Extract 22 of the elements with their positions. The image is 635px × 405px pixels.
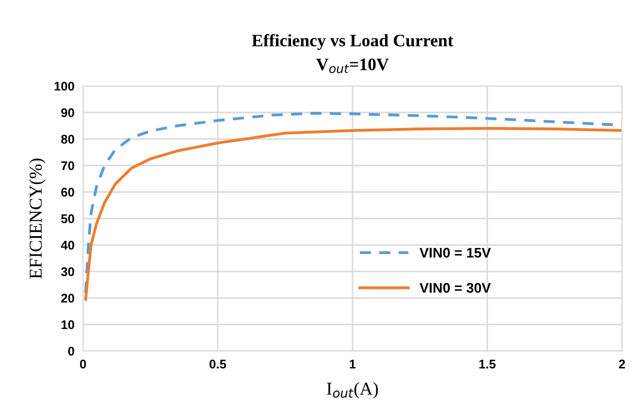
- y-tick-label: 90: [61, 108, 74, 118]
- y-tick-label: 50: [61, 214, 74, 224]
- legend-label: VIN0 = 15V: [420, 248, 491, 258]
- legend-label: VIN0 = 30V: [420, 282, 491, 293]
- x-tick-label: 0.5: [210, 360, 226, 369]
- chart-title: Efficiency vs Load Current: [252, 34, 454, 50]
- x-tick-label: 2: [618, 360, 625, 368]
- y-tick-label: 100: [54, 82, 74, 91]
- chart-subtitle: V$_{out}$=10V: [316, 58, 389, 74]
- x-axis-title: I$_{out}$(A): [326, 382, 378, 398]
- x-tick-label: 1.5: [479, 360, 496, 369]
- x-tick-label: 0: [80, 360, 86, 369]
- y-tick-label: 30: [61, 267, 74, 276]
- y-tick-label: 70: [61, 161, 74, 170]
- y-tick-label: 0: [68, 346, 74, 356]
- y-tick-label: 60: [61, 188, 74, 197]
- y-tick-label: 10: [62, 320, 74, 330]
- y-tick-label: 80: [61, 134, 74, 144]
- y-axis-title: EFICIENCY(%): [29, 158, 46, 279]
- x-tick-label: 1: [350, 360, 356, 368]
- y-tick-label: 40: [60, 240, 74, 250]
- y-tick-label: 20: [61, 294, 74, 303]
